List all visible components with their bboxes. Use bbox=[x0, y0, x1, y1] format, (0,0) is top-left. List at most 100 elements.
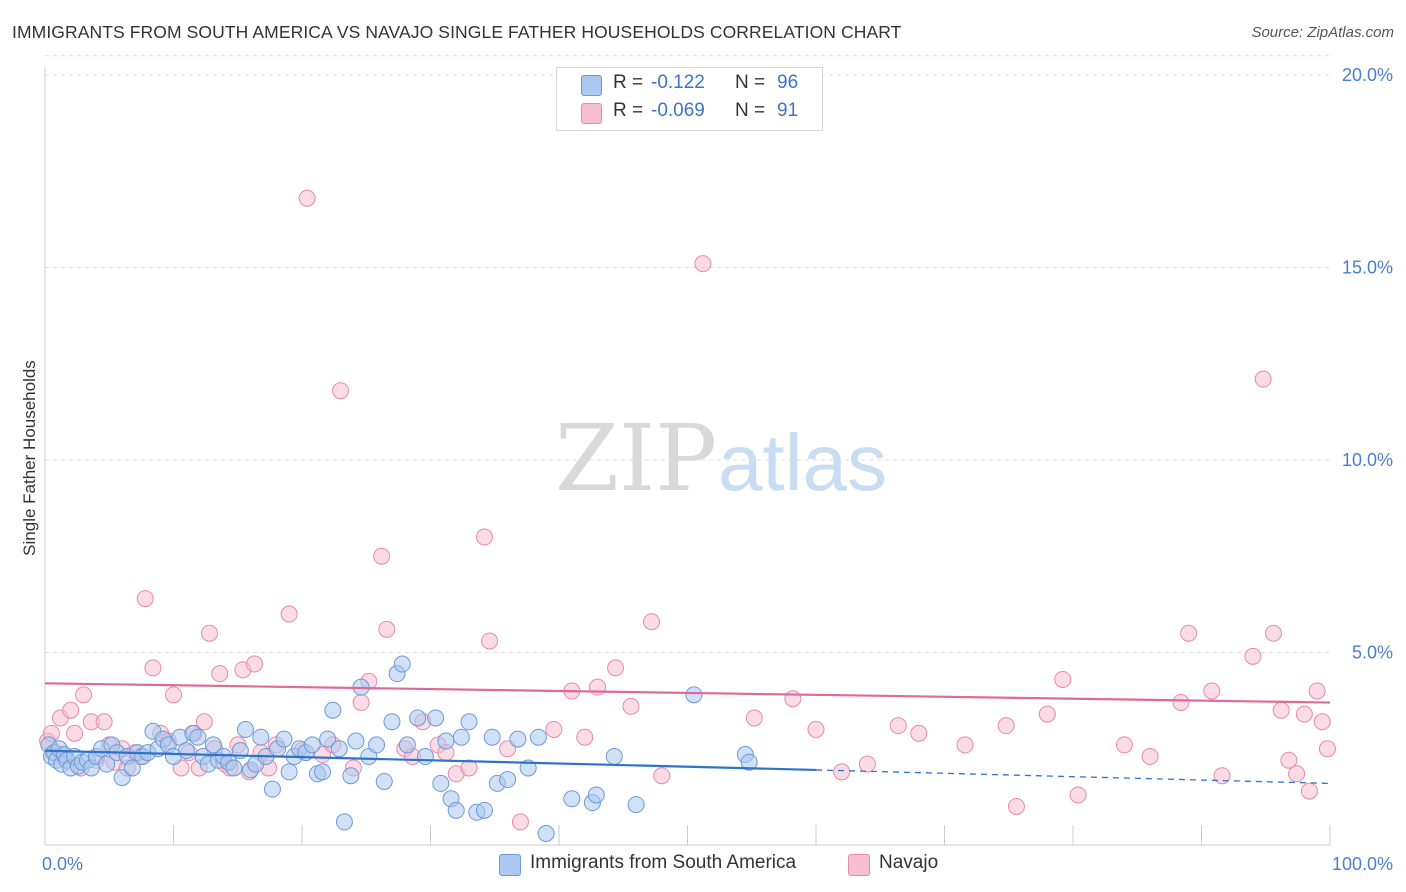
navajo-point bbox=[136, 590, 154, 608]
immigrants-point bbox=[383, 713, 401, 731]
navajo-point bbox=[1054, 670, 1072, 688]
navajo-point bbox=[195, 713, 213, 731]
navajo-point bbox=[858, 755, 876, 773]
navajo-trend-line bbox=[44, 682, 1331, 704]
immigrants-point bbox=[98, 755, 116, 773]
chart-title: IMMIGRANTS FROM SOUTH AMERICA VS NAVAJO … bbox=[12, 22, 902, 42]
immigrants-point bbox=[314, 763, 332, 781]
navajo-point bbox=[332, 382, 350, 400]
legend-n-value: 96 bbox=[777, 72, 799, 93]
legend-row-immigrants: R = -0.122 N = 96 bbox=[557, 72, 822, 98]
immigrants-point bbox=[475, 801, 493, 819]
navajo-point bbox=[95, 713, 113, 731]
x-tick-label-min: 0.0% bbox=[42, 854, 83, 874]
navajo-point bbox=[956, 736, 974, 754]
source-label: Source: ZipAtlas.com bbox=[1251, 24, 1394, 41]
legend-swatch-navajo bbox=[581, 103, 602, 124]
trend-lines bbox=[44, 682, 1331, 785]
immigrants-point bbox=[280, 763, 298, 781]
y-tick-label: 20.0% bbox=[1342, 65, 1393, 85]
legend-row-navajo: R = -0.069 N = 91 bbox=[557, 100, 822, 126]
navajo-point bbox=[1007, 798, 1025, 815]
immigrants-point bbox=[368, 736, 386, 754]
navajo-point bbox=[378, 620, 396, 638]
immigrants-point bbox=[460, 713, 478, 731]
immigrants-point bbox=[189, 728, 207, 746]
navajo-point bbox=[833, 763, 851, 781]
navajo-point bbox=[373, 547, 391, 565]
navajo-point bbox=[1038, 705, 1056, 723]
navajo-point bbox=[745, 709, 763, 727]
immigrants-point bbox=[177, 742, 195, 760]
navajo-point bbox=[1318, 740, 1336, 758]
legend-r-value: -0.122 bbox=[651, 72, 705, 93]
x-tick-label-max: 100.0% bbox=[1332, 854, 1393, 874]
navajo-point bbox=[200, 624, 218, 642]
navajo-point bbox=[75, 686, 93, 704]
immigrants-point bbox=[447, 801, 465, 819]
immigrants-point bbox=[330, 740, 348, 758]
axes bbox=[44, 67, 1331, 846]
navajo-point bbox=[1069, 786, 1087, 804]
watermark-atlas: atlas bbox=[718, 418, 887, 507]
navajo-point bbox=[460, 759, 478, 777]
immigrants-point bbox=[398, 736, 416, 754]
immigrants-point bbox=[563, 790, 581, 808]
immigrants-point bbox=[303, 736, 321, 754]
navajo-point bbox=[576, 728, 594, 746]
immigrants-point bbox=[347, 732, 365, 750]
immigrants-point bbox=[225, 759, 243, 777]
immigrants-point bbox=[263, 780, 281, 798]
series-label-navajo: Navajo bbox=[879, 852, 939, 873]
series-swatch-navajo bbox=[848, 854, 870, 876]
immigrants-point bbox=[529, 728, 547, 746]
immigrants-point bbox=[342, 767, 360, 785]
immigrants-point bbox=[685, 686, 703, 704]
correlation-legend: R = -0.122 N = 96 R = -0.069 N = 91 bbox=[556, 67, 823, 131]
y-tick-label: 10.0% bbox=[1342, 450, 1393, 470]
immigrants-point bbox=[483, 728, 501, 746]
navajo-point bbox=[1203, 682, 1221, 700]
navajo-point bbox=[475, 528, 493, 546]
immigrants-point bbox=[437, 732, 455, 750]
immigrants-point bbox=[204, 736, 222, 754]
series-label-immigrants: Immigrants from South America bbox=[530, 852, 797, 873]
immigrants-point bbox=[335, 813, 353, 831]
immigrants-point bbox=[393, 655, 411, 673]
navajo-point bbox=[889, 717, 907, 735]
immigrants-point bbox=[409, 709, 427, 727]
navajo-point bbox=[165, 686, 182, 704]
immigrants-point bbox=[123, 759, 141, 777]
immigrants-trend-line bbox=[44, 749, 817, 772]
navajo-point bbox=[298, 189, 316, 207]
y-tick-label: 5.0% bbox=[1352, 643, 1393, 663]
navajo-point bbox=[1272, 701, 1290, 719]
navajo-point bbox=[1280, 751, 1298, 769]
navajo-point bbox=[511, 813, 529, 831]
navajo-point bbox=[1300, 782, 1318, 800]
legend-r-label: R = bbox=[613, 72, 649, 93]
navajo-point bbox=[1288, 765, 1306, 783]
immigrants-point bbox=[452, 728, 470, 746]
immigrants-trend-extension bbox=[815, 769, 1331, 785]
navajo-point bbox=[1264, 624, 1282, 642]
navajo-point bbox=[807, 721, 825, 738]
navajo-point bbox=[144, 659, 162, 677]
immigrants-point bbox=[252, 728, 270, 746]
navajo-point bbox=[653, 767, 671, 785]
immigrants-point bbox=[427, 709, 445, 727]
navajo-point bbox=[1254, 370, 1272, 388]
immigrants-point bbox=[537, 824, 555, 842]
immigrants-point bbox=[519, 759, 537, 777]
immigrants-point bbox=[499, 771, 517, 789]
navajo-point bbox=[1141, 747, 1159, 765]
navajo-point bbox=[1244, 647, 1262, 665]
immigrants-point bbox=[275, 730, 293, 748]
immigrants-point bbox=[375, 772, 393, 790]
navajo-point bbox=[1308, 682, 1326, 700]
immigrants-point bbox=[324, 701, 342, 719]
immigrants-point bbox=[627, 796, 645, 814]
tick-labels: 5.0% 10.0% 15.0% 20.0% 0.0% 100.0% bbox=[42, 65, 1393, 874]
legend-n-label: N = bbox=[735, 100, 766, 121]
legend-n-label: N = bbox=[735, 72, 766, 93]
